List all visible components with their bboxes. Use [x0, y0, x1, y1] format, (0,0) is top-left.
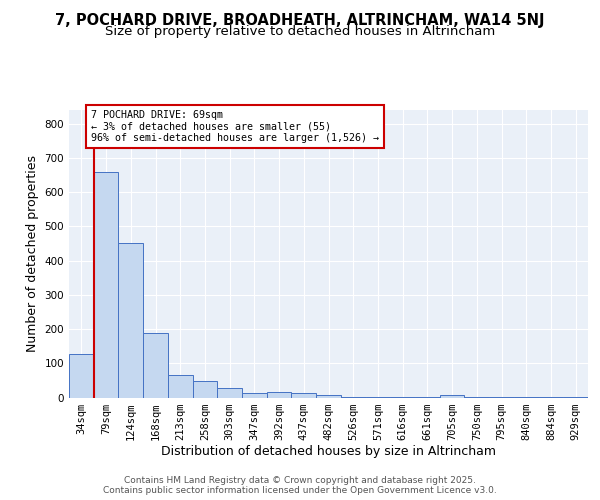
Bar — [267, 392, 292, 398]
Bar — [365, 397, 390, 398]
Bar — [168, 376, 193, 398]
Text: Size of property relative to detached houses in Altrincham: Size of property relative to detached ho… — [105, 25, 495, 38]
Bar — [69, 354, 94, 398]
Bar — [292, 392, 316, 398]
Bar — [440, 395, 464, 398]
Bar — [390, 397, 415, 398]
Bar — [242, 394, 267, 398]
Bar — [217, 388, 242, 398]
Bar — [94, 172, 118, 398]
Y-axis label: Number of detached properties: Number of detached properties — [26, 155, 39, 352]
Bar — [118, 244, 143, 398]
X-axis label: Distribution of detached houses by size in Altrincham: Distribution of detached houses by size … — [161, 446, 496, 458]
Bar — [316, 395, 341, 398]
Bar — [341, 397, 365, 398]
Bar — [143, 333, 168, 398]
Text: 7, POCHARD DRIVE, BROADHEATH, ALTRINCHAM, WA14 5NJ: 7, POCHARD DRIVE, BROADHEATH, ALTRINCHAM… — [55, 12, 545, 28]
Text: Contains HM Land Registry data © Crown copyright and database right 2025.
Contai: Contains HM Land Registry data © Crown c… — [103, 476, 497, 495]
Bar — [193, 382, 217, 398]
Text: 7 POCHARD DRIVE: 69sqm
← 3% of detached houses are smaller (55)
96% of semi-deta: 7 POCHARD DRIVE: 69sqm ← 3% of detached … — [91, 110, 379, 143]
